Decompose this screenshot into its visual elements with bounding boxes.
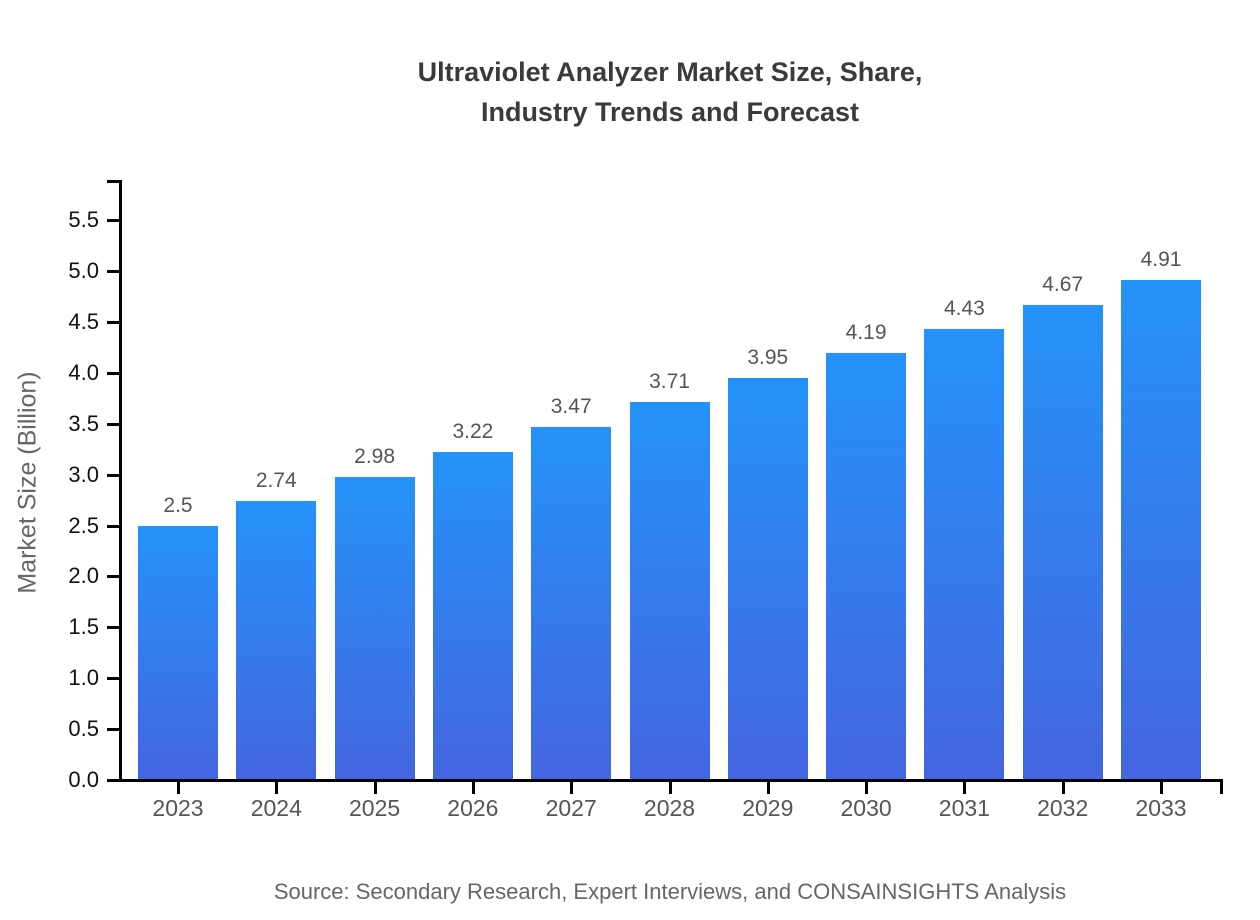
y-axis-end-cap	[107, 180, 119, 183]
y-tick-1.5	[107, 626, 119, 630]
y-tick-label-2.5: 2.5	[68, 512, 99, 538]
bar-2028	[629, 402, 710, 780]
bar-value-2030: 4.19	[845, 321, 887, 345]
source-attribution: Source: Secondary Research, Expert Inter…	[273, 879, 1067, 904]
bar-value-2025: 2.98	[354, 444, 396, 468]
bar-value-2029: 3.95	[747, 345, 789, 369]
x-tick-2029	[766, 782, 770, 794]
x-tick-2026	[471, 782, 475, 794]
x-tick-label-2023: 2023	[152, 795, 204, 821]
bar-value-2024: 2.74	[255, 469, 297, 493]
y-tick-label-4.5: 4.5	[68, 308, 99, 334]
bar-value-2023: 2.5	[163, 493, 193, 517]
x-axis-line	[119, 779, 1223, 782]
y-tick-label-2.0: 2.0	[68, 563, 99, 589]
chart-title-line1: Ultraviolet Analyzer Market Size, Share,	[417, 57, 923, 87]
x-axis-end-cap	[1220, 782, 1223, 794]
x-tick-label-2031: 2031	[938, 795, 990, 821]
y-tick-label-4.0: 4.0	[68, 359, 99, 385]
chart-title: Ultraviolet Analyzer Market Size, Share,…	[120, 52, 1220, 132]
bar-2024	[236, 501, 317, 780]
y-tick-4.5	[107, 320, 119, 324]
y-tick-4.0	[107, 371, 119, 375]
y-tick-label-0.5: 0.5	[68, 716, 99, 742]
bar-2025	[334, 476, 415, 780]
x-tick-2033	[1160, 782, 1163, 794]
y-tick-label-5.0: 5.0	[68, 258, 99, 283]
x-tick-2024	[275, 782, 279, 794]
y-tick-2.0	[107, 575, 119, 579]
x-tick-label-2027: 2027	[545, 795, 597, 821]
x-tick-label-2025: 2025	[349, 795, 401, 821]
bar-value-2026: 3.22	[452, 420, 494, 444]
y-tick-3.5	[107, 422, 119, 426]
bar-value-2028: 3.71	[649, 370, 690, 394]
chart-title-line2: Industry Trends and Forecast	[480, 97, 860, 127]
y-tick-3.0	[107, 473, 119, 477]
x-tick-label-2029: 2029	[742, 795, 794, 821]
x-tick-2031	[963, 782, 967, 794]
bar-value-2033: 4.91	[1140, 248, 1182, 272]
bar-value-2027: 3.47	[550, 394, 592, 418]
y-tick-1.0	[107, 677, 119, 681]
x-tick-2027	[570, 782, 574, 794]
y-tick-0.5	[107, 728, 119, 732]
bar-value-2031: 4.43	[943, 297, 985, 321]
y-tick-2.5	[107, 524, 119, 528]
y-tick-label-1.5: 1.5	[68, 614, 99, 640]
bar-2029	[727, 377, 808, 780]
y-tick-label-0.0: 0.0	[68, 767, 99, 792]
x-tick-label-2024: 2024	[250, 795, 302, 821]
bar-2033	[1121, 280, 1201, 780]
x-tick-2032	[1061, 782, 1065, 794]
bar-2027	[531, 426, 612, 780]
bar-2032	[1022, 304, 1103, 780]
bar-2031	[924, 329, 1005, 780]
bar-value-2032: 4.67	[1042, 272, 1084, 296]
x-tick-2025	[373, 782, 377, 794]
bar-2030	[826, 353, 907, 780]
x-tick-label-2032: 2032	[1037, 795, 1089, 821]
y-tick-5.0	[107, 270, 119, 273]
y-tick-label-3.0: 3.0	[68, 461, 99, 487]
x-tick-2030	[865, 782, 869, 794]
y-tick-label-3.5: 3.5	[68, 410, 99, 436]
y-tick-label-5.5: 5.5	[68, 207, 99, 233]
x-tick-label-2028: 2028	[643, 795, 696, 821]
y-tick-label-1.0: 1.0	[68, 665, 99, 691]
y-axis-line	[119, 180, 122, 782]
x-tick-label-2030: 2030	[840, 795, 892, 821]
x-tick-2023	[177, 782, 180, 794]
x-tick-label-2026: 2026	[447, 795, 499, 821]
x-tick-2028	[668, 782, 672, 794]
bar-2026	[432, 452, 513, 780]
bar-2023	[138, 525, 218, 780]
y-tick-0.0	[107, 779, 119, 782]
x-tick-label-2033: 2033	[1135, 795, 1187, 821]
y-tick-5.5	[107, 219, 119, 223]
